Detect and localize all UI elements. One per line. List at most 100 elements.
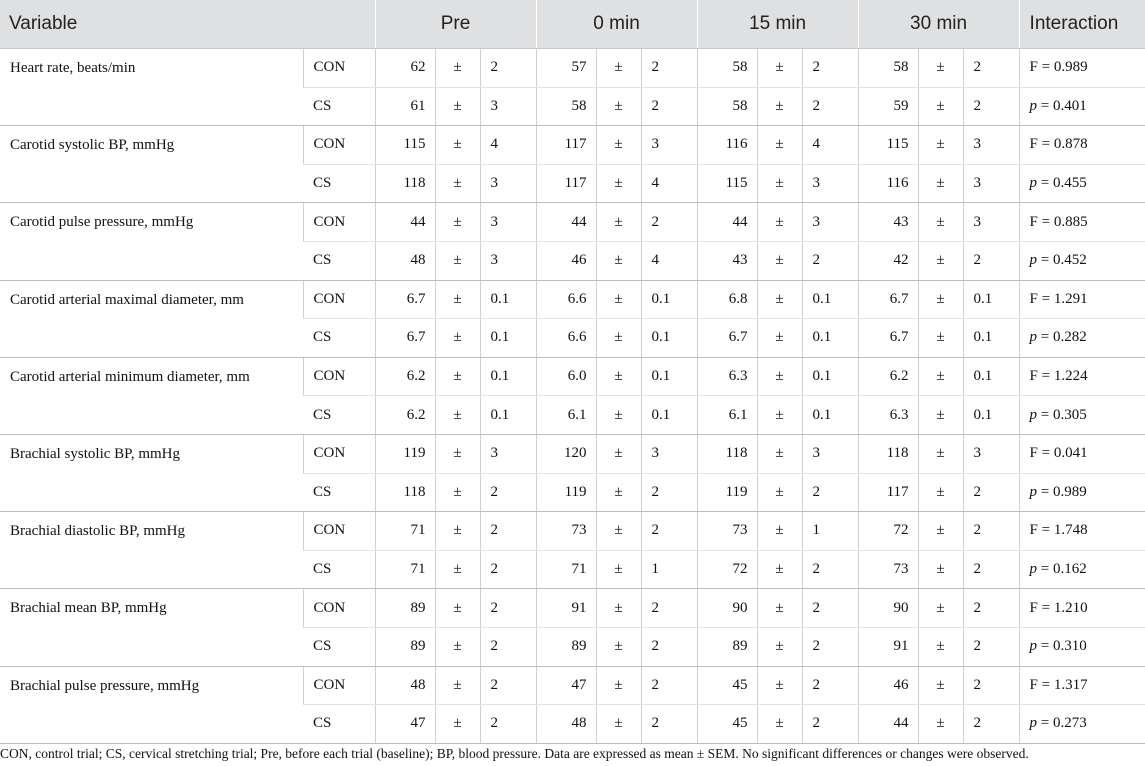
equals-sign: = <box>1037 483 1054 500</box>
sem-value: 3 <box>962 202 1020 242</box>
statistic-label: p <box>1029 406 1038 423</box>
statistic-value: 0.401 <box>1053 97 1087 114</box>
sem-value: 4 <box>479 125 537 165</box>
sem-value: 0.1 <box>640 357 698 397</box>
equals-sign: = <box>1037 599 1054 616</box>
sem-value: 2 <box>801 473 859 513</box>
plus-minus-sign: ± <box>595 125 642 165</box>
statistic-label: F <box>1029 290 1038 307</box>
sem-value: 0.1 <box>801 357 859 397</box>
interaction-statistic: F = 0.885 <box>1018 202 1145 242</box>
statistic-value: 0.885 <box>1053 213 1088 230</box>
mean-value: 118 <box>374 473 435 513</box>
mean-value: 91 <box>535 588 597 628</box>
statistic-value: 0.310 <box>1053 638 1087 655</box>
sem-value: 2 <box>479 588 537 628</box>
mean-value: 6.7 <box>857 280 919 320</box>
table-row: CS 89 ±2 89 ±2 89 ±2 91 ±2 p = 0.310 <box>0 627 1145 667</box>
mean-value: 118 <box>857 434 919 474</box>
plus-minus-sign: ± <box>756 87 803 127</box>
header-row: Variable Pre 0 min 15 min 30 min Interac… <box>0 0 1145 49</box>
statistic-label: F <box>1029 213 1038 230</box>
mean-value: 6.8 <box>696 280 758 320</box>
mean-value: 57 <box>535 48 597 88</box>
statistic-label: F <box>1029 368 1038 385</box>
mean-value: 73 <box>535 511 597 551</box>
mean-value: 71 <box>374 550 435 590</box>
sem-value: 2 <box>801 704 859 744</box>
plus-minus-sign: ± <box>917 164 964 204</box>
trial-label: CS <box>303 550 375 590</box>
equals-sign: = <box>1037 676 1054 693</box>
plus-minus-sign: ± <box>434 357 480 397</box>
mean-value: 73 <box>696 511 758 551</box>
sem-value: 2 <box>479 666 537 706</box>
mean-value: 48 <box>374 241 435 281</box>
table-row: CS 47 ±2 48 ±2 45 ±2 44 ±2 p = 0.273 <box>0 704 1145 744</box>
statistic-label: p <box>1029 329 1038 346</box>
sem-value: 3 <box>801 434 859 474</box>
sem-value: 0.1 <box>479 395 537 435</box>
table-row: Carotid arterial minimum diameter, mm CON… <box>0 357 1145 435</box>
mean-value: 117 <box>535 164 597 204</box>
sem-value: 2 <box>640 48 698 88</box>
plus-minus-sign: ± <box>756 241 803 281</box>
equals-sign: = <box>1037 97 1054 114</box>
mean-value: 119 <box>696 473 758 513</box>
sem-value: 0.1 <box>962 357 1020 397</box>
plus-minus-sign: ± <box>756 164 803 204</box>
mean-value: 46 <box>535 241 597 281</box>
table-row: Carotid pulse pressure, mmHg CON 44 ±3 44 ±2 4… <box>0 202 1145 281</box>
interaction-statistic: F = 1.317 <box>1018 666 1145 706</box>
mean-value: 89 <box>374 627 435 667</box>
plus-minus-sign: ± <box>434 87 480 127</box>
mean-value: 59 <box>857 87 919 127</box>
equals-sign: = <box>1037 136 1054 153</box>
trial-label: CS <box>303 241 375 281</box>
mean-value: 42 <box>857 241 919 281</box>
sem-value: 2 <box>479 704 537 744</box>
sem-value: 2 <box>962 87 1020 127</box>
sem-value: 2 <box>801 550 859 590</box>
sem-value: 2 <box>801 241 859 281</box>
plus-minus-sign: ± <box>917 87 964 127</box>
plus-minus-sign: ± <box>595 666 642 706</box>
mean-value: 72 <box>696 550 758 590</box>
sem-value: 3 <box>479 87 537 127</box>
statistic-value: 0.989 <box>1053 59 1088 76</box>
header-15-min: 15 min <box>696 0 859 49</box>
statistic-value: 0.455 <box>1053 175 1087 192</box>
sem-value: 0.1 <box>962 395 1020 435</box>
mean-value: 44 <box>696 202 758 242</box>
mean-value: 47 <box>535 666 597 706</box>
interaction-statistic: F = 1.224 <box>1018 357 1145 397</box>
sem-value: 3 <box>962 434 1020 474</box>
interaction-statistic: F = 0.989 <box>1018 48 1145 88</box>
sem-value: 2 <box>962 704 1020 744</box>
sem-value: 3 <box>640 434 698 474</box>
plus-minus-sign: ± <box>756 48 803 88</box>
mean-value: 6.7 <box>374 318 435 358</box>
plus-minus-sign: ± <box>434 473 480 513</box>
plus-minus-sign: ± <box>434 666 480 706</box>
plus-minus-sign: ± <box>917 125 964 165</box>
sem-value: 3 <box>479 164 537 204</box>
plus-minus-sign: ± <box>917 357 964 397</box>
variable-name: Brachial diastolic BP, mmHg <box>0 511 303 590</box>
sem-value: 2 <box>640 87 698 127</box>
plus-minus-sign: ± <box>756 434 803 474</box>
table-row: Brachial diastolic BP, mmHg CON 71 ±2 73 ±2 73… <box>0 511 1145 590</box>
statistic-value: 0.041 <box>1053 445 1088 462</box>
mean-value: 58 <box>535 87 597 127</box>
plus-minus-sign: ± <box>434 202 480 242</box>
mean-value: 6.6 <box>535 318 597 358</box>
mean-value: 6.6 <box>535 280 597 320</box>
equals-sign: = <box>1037 329 1054 346</box>
sem-value: 0.1 <box>801 318 859 358</box>
plus-minus-sign: ± <box>434 125 480 165</box>
equals-sign: = <box>1037 252 1054 269</box>
sem-value: 3 <box>801 202 859 242</box>
variable-name: Carotid arterial minimum diameter, mm <box>0 357 303 435</box>
statistic-value: 1.210 <box>1053 599 1088 616</box>
equals-sign: = <box>1037 406 1054 423</box>
